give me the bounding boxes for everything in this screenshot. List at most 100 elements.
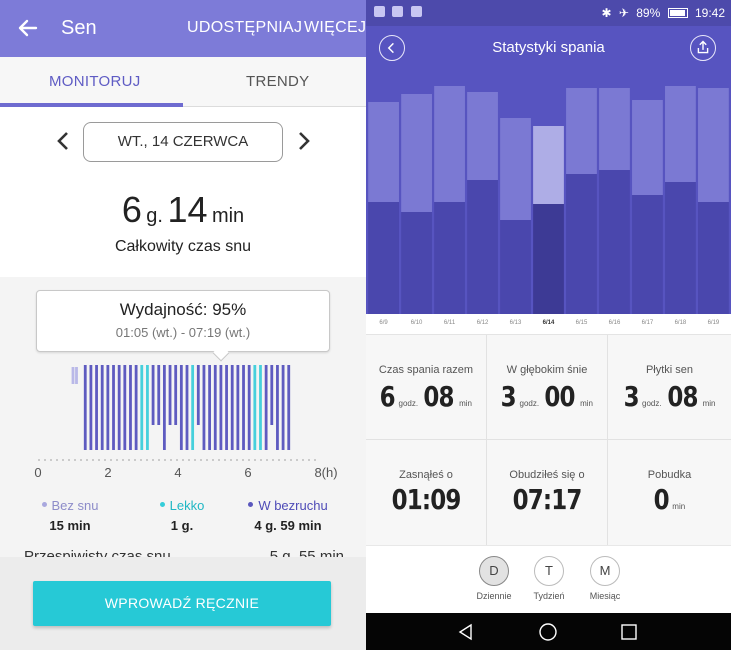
stat-woke-up-value: 07:17 (487, 483, 607, 516)
sleep-bar-awake (71, 367, 75, 384)
stat-woke-up: Obudziłeś się o 07:17 (487, 440, 608, 545)
hours-value: 6 (121, 189, 142, 230)
sleep-bar-deep (236, 365, 240, 450)
tab-bar: MONITORUJ TRENDY (0, 57, 366, 107)
legend-motionless: W bezruchu 4 g. 59 min (233, 498, 343, 533)
active-tab-indicator (0, 103, 183, 107)
sleep-bar-light (253, 365, 257, 450)
date-selector[interactable]: WT., 14 CZERWCA (83, 122, 283, 162)
airplane-icon: ✈ (618, 6, 629, 20)
tab-monitor[interactable]: MONITORUJ (49, 73, 141, 90)
sleep-bar-deep (179, 365, 183, 450)
bar-dark-segment (599, 170, 630, 314)
sleep-bar-deep (168, 365, 172, 425)
stat-total-sleep: Czas spania razem 6 godz. 08 min (366, 335, 487, 440)
next-day-icon[interactable] (296, 131, 312, 151)
share-button[interactable]: UDOSTĘPNIAJ (187, 19, 303, 36)
bar-light-segment (401, 94, 432, 212)
sleep-bar-deep (185, 365, 189, 450)
nav-back-icon[interactable] (456, 622, 476, 642)
sleep-stage-chart[interactable]: 0 2 4 6 8(h) (20, 355, 346, 480)
minutes-value: 14 (167, 189, 208, 230)
bar-dark-segment (665, 182, 696, 314)
cut-off-value: 5 g. 55 min (269, 548, 344, 557)
stat-deep-sleep-hours-unit: godz. (519, 399, 540, 408)
date-tick-label: 6/11 (444, 320, 456, 326)
stat-light-sleep-minutes: 08 (666, 380, 698, 413)
notification-icons (374, 6, 426, 20)
top-bar: Statystyki spania (366, 26, 731, 70)
date-tick-label: 6/19 (708, 320, 720, 326)
statistics-grid: Czas spania razem 6 godz. 08 min W głębokim… (366, 334, 731, 545)
stat-deep-sleep-value: 3 godz. 00 min (487, 380, 607, 413)
sleep-bar-deep (247, 365, 251, 450)
stat-woke-up-label: Obudziłeś się o (509, 469, 585, 481)
sleep-bar-light (191, 365, 195, 450)
stat-fell-asleep-time: 01:09 (391, 483, 461, 516)
period-weekly-label: Tydzień (533, 591, 565, 601)
date-tick-label: 6/18 (675, 320, 687, 326)
bar-light-segment (599, 88, 630, 170)
sleep-bar-deep (174, 365, 178, 425)
sleep-bar-deep (281, 365, 285, 450)
stat-fell-asleep-label: Zasnąłeś o (399, 469, 453, 481)
more-button[interactable]: WIĘCEJ (304, 19, 366, 36)
status-bar: ✱ ✈ 89% 19:42 (366, 0, 731, 26)
stat-woke-up-time: 07:17 (512, 483, 582, 516)
sleep-bar-deep (213, 365, 217, 450)
manual-entry-button[interactable]: WPROWADŹ RĘCZNIE (33, 581, 331, 626)
period-weekly-button[interactable]: T (534, 556, 564, 586)
nav-recents-icon[interactable] (619, 622, 639, 642)
legend-awake-value: 15 min (49, 518, 91, 533)
period-selector: D Dziennie T Tydzień M Miesiąc (366, 545, 731, 613)
date-tick-label: 6/9 (379, 320, 388, 326)
period-weekly[interactable]: T Tydzień (519, 556, 579, 601)
date-tick-label: 6/10 (411, 320, 423, 326)
awake-dot-icon (41, 502, 47, 508)
axis-tick-label: 0 (34, 465, 41, 480)
sleep-bar-deep (225, 365, 228, 450)
period-daily-button[interactable]: D (479, 556, 509, 586)
sleep-bar-awake (75, 367, 78, 384)
back-arrow-icon[interactable] (14, 14, 42, 42)
date-tick-label: 6/13 (510, 320, 522, 326)
stat-total-sleep-value: 6 godz. 08 min (366, 380, 486, 413)
bar-light-segment (632, 100, 663, 195)
stat-deep-sleep-minutes: 00 (544, 380, 575, 413)
legend-motionless-label: W bezruchu (258, 498, 328, 513)
sleep-bar-deep (95, 365, 98, 450)
stat-wake-count-unit: min (672, 502, 686, 511)
stat-light-sleep-value: 3 godz. 08 min (608, 380, 731, 413)
hours-unit: g. (146, 205, 163, 227)
axis-tick-label: 2 (104, 465, 111, 480)
minutes-unit: min (211, 205, 245, 227)
sleep-bar-light (259, 365, 262, 450)
previous-day-icon[interactable] (55, 131, 71, 151)
period-daily[interactable]: D Dziennie (464, 556, 524, 601)
sleep-bar-deep (129, 365, 132, 450)
back-icon[interactable] (379, 35, 405, 61)
date-tick-label: 6/12 (477, 320, 489, 326)
share-upload-icon[interactable] (690, 35, 716, 61)
sleep-bar-deep (112, 365, 115, 450)
sleep-bar-deep (83, 365, 87, 450)
bar-dark-segment (467, 180, 498, 314)
date-tick-label: 6/15 (576, 320, 588, 326)
period-monthly-button[interactable]: M (590, 556, 620, 586)
battery-icon (667, 7, 688, 18)
nav-home-icon[interactable] (538, 622, 558, 642)
date-tick-label: 6/17 (642, 320, 654, 326)
sleep-summary: WT., 14 CZERWCA 6 g. 14 min Całkowity cz… (0, 107, 366, 277)
bar-dark-segment (533, 204, 564, 314)
legend-light-label: Lekko (169, 498, 205, 513)
stat-light-sleep-minutes-unit: min (702, 399, 716, 408)
sleep-bar-deep (276, 365, 279, 450)
tab-trends[interactable]: TRENDY (246, 73, 310, 90)
system-nav-bar (366, 613, 731, 650)
sleep-bar-light (146, 365, 149, 450)
period-monthly[interactable]: M Miesiąc (575, 556, 635, 601)
daily-sleep-bar-chart[interactable]: 6/9 6/10 6/11 6/12 6/13 6/14 6/15 6/16 6/17 6/18 6… (366, 70, 731, 330)
legend-light-value: 1 g. (170, 518, 194, 533)
sleep-time-range: 01:05 (wt.) - 07:19 (wt.) (115, 325, 251, 340)
bar-dark-segment (368, 202, 399, 314)
